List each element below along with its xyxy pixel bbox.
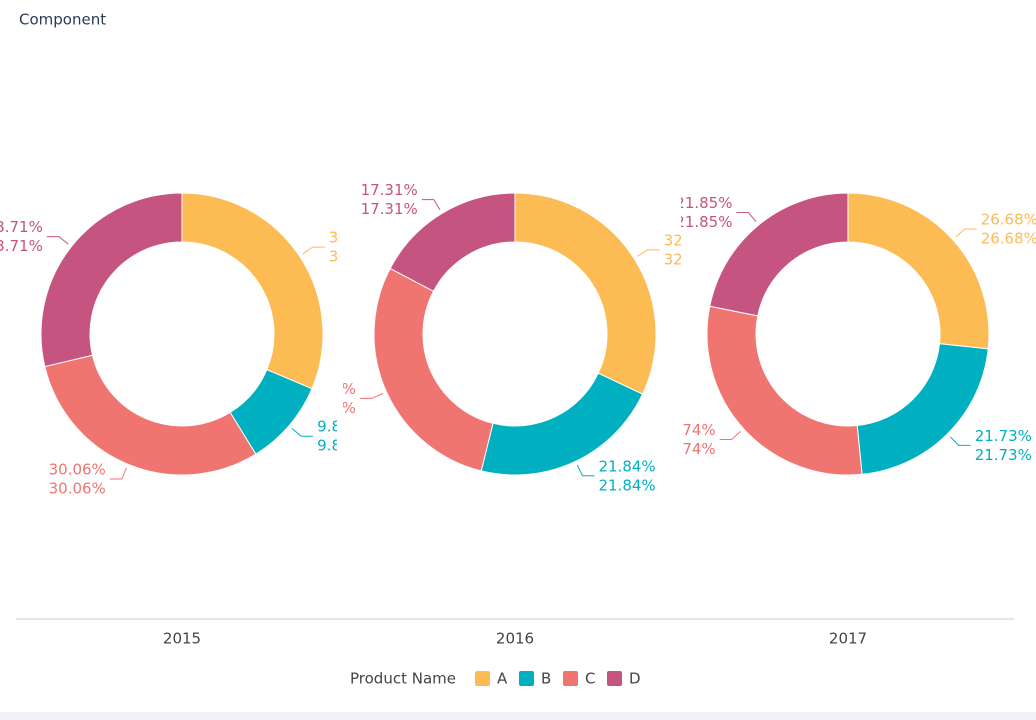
data-label: 9.89% <box>317 437 365 455</box>
legend-label: B <box>541 670 551 688</box>
legend-label: C <box>585 670 595 688</box>
legend-label: A <box>497 670 508 688</box>
slice <box>181 192 324 390</box>
slice <box>389 192 516 292</box>
x-tick-label: 2016 <box>496 630 534 648</box>
leader-line <box>576 464 595 477</box>
data-label: 28.71% <box>0 218 43 236</box>
leader-line <box>359 393 383 399</box>
slice <box>847 192 990 350</box>
data-label: 21.73% <box>975 427 1032 445</box>
leader-line <box>302 246 325 255</box>
leader-line <box>736 212 757 223</box>
leader-line <box>719 431 741 440</box>
data-label: 30.06% <box>49 461 106 479</box>
data-label: 17.31% <box>361 200 418 218</box>
x-tick-label: 2015 <box>163 630 201 648</box>
donut: 26.68%26.68% 21.73%21.73% 29.74%29.74% 21.8… <box>658 192 1036 476</box>
slice <box>706 305 863 476</box>
leader-line <box>955 228 977 238</box>
chart-title: Component <box>19 11 106 29</box>
slice <box>514 192 657 395</box>
data-label: 28.84% <box>299 399 356 417</box>
data-label: 9.89% <box>317 418 365 436</box>
data-label: 21.85% <box>675 194 732 212</box>
slice <box>44 354 257 476</box>
data-label: 28.84% <box>299 380 356 398</box>
data-label: 26.68% <box>981 229 1036 247</box>
legend-swatch[interactable] <box>475 671 490 686</box>
data-label: 30.06% <box>49 480 106 498</box>
data-label: 21.84% <box>598 476 655 494</box>
data-label: 29.74% <box>658 421 715 439</box>
leader-line <box>291 428 314 437</box>
data-label: 31.34% <box>329 248 386 266</box>
data-label: 29.74% <box>658 440 715 458</box>
x-tick-label: 2017 <box>829 630 867 648</box>
slice <box>709 192 849 317</box>
data-label: 26.68% <box>981 210 1036 228</box>
data-label: 28.71% <box>0 237 43 255</box>
slice <box>373 267 494 472</box>
legend-swatch[interactable] <box>563 671 578 686</box>
slice <box>856 343 989 475</box>
footer-strip <box>0 712 1036 720</box>
leader-line <box>949 436 971 446</box>
data-label: 32.01% <box>664 231 721 249</box>
legend-swatch[interactable] <box>607 671 622 686</box>
data-label: 21.85% <box>675 213 732 231</box>
data-label: 21.84% <box>598 457 655 475</box>
legend-title: Product Name <box>350 670 456 688</box>
data-label: 32.01% <box>664 250 721 268</box>
data-label: 17.31% <box>361 181 418 199</box>
leader-line <box>421 199 441 211</box>
slice <box>40 192 183 368</box>
leader-line <box>637 249 660 257</box>
data-label: 31.34% <box>329 229 386 247</box>
legend-swatch[interactable] <box>519 671 534 686</box>
donut: 31.34%31.34% 9.89%9.89% 30.06%30.06% 28.71%… <box>0 192 386 498</box>
leader-line <box>109 467 127 480</box>
data-label: 21.73% <box>975 446 1032 464</box>
legend-label: D <box>629 670 641 688</box>
donut: 32.01%32.01% 21.84%21.84% 28.84%28.84% 17.3… <box>299 181 721 494</box>
leader-line <box>46 236 69 245</box>
